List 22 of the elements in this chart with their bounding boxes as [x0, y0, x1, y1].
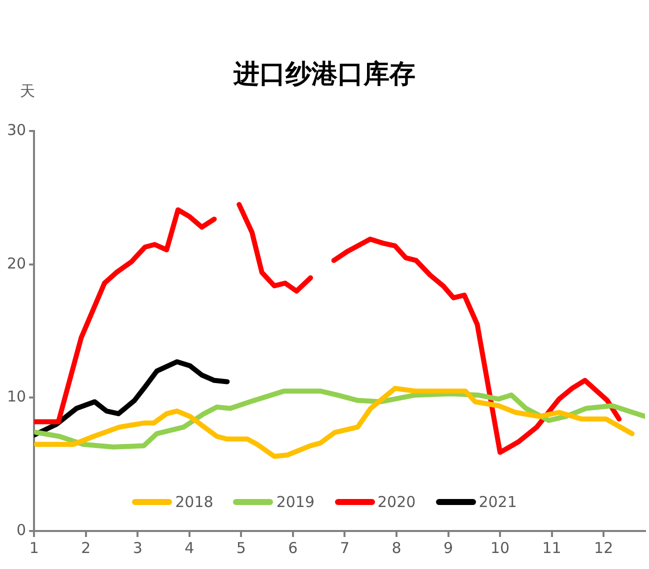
- y-tick-label: 20: [6, 254, 26, 272]
- legend-label: 2020: [378, 493, 416, 511]
- x-tick-label: 9: [443, 538, 454, 557]
- x-tick-label: 7: [340, 538, 350, 557]
- legend-label: 2019: [276, 493, 314, 511]
- x-tick-label: 11: [542, 538, 562, 557]
- x-tick-label: 4: [184, 538, 194, 557]
- x-tick-label: 6: [288, 538, 298, 557]
- x-tick-label: 5: [236, 538, 246, 557]
- chart-title: 进口纱港口库存: [232, 59, 416, 90]
- y-tick-label: 30: [6, 121, 26, 140]
- x-tick-label: 10: [490, 538, 510, 557]
- x-tick-label: 12: [594, 538, 614, 557]
- x-tick-label: 2: [81, 538, 91, 557]
- x-tick-label: 8: [392, 538, 402, 557]
- legend-label: 2018: [175, 493, 214, 511]
- x-tick-label: 1: [29, 538, 39, 557]
- y-tick-label: 0: [16, 520, 26, 539]
- x-tick-label: 3: [132, 538, 142, 557]
- y-tick-label: 10: [6, 388, 26, 406]
- legend-label: 2021: [478, 493, 517, 511]
- y-axis-title: 天: [20, 82, 35, 101]
